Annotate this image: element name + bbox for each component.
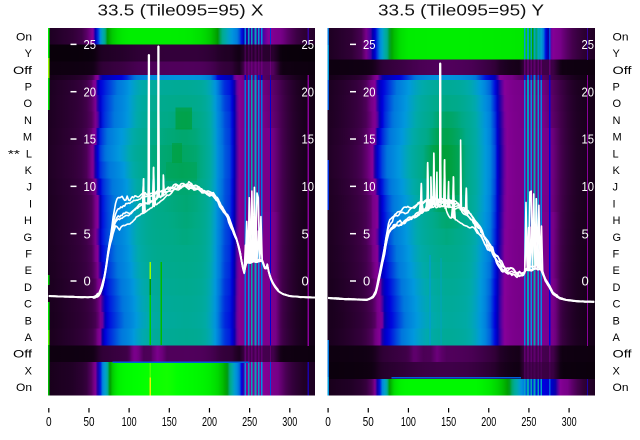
svg-text:50: 50 bbox=[363, 414, 374, 429]
svg-text:F: F bbox=[613, 249, 620, 261]
svg-text:5: 5 bbox=[582, 226, 589, 241]
svg-text:K: K bbox=[25, 165, 33, 177]
svg-text:0: 0 bbox=[325, 414, 331, 429]
svg-text:33.5 (Tile095=95) Y: 33.5 (Tile095=95) Y bbox=[378, 3, 544, 20]
svg-text:Off: Off bbox=[613, 349, 633, 361]
svg-text:25: 25 bbox=[363, 37, 376, 52]
svg-text:300: 300 bbox=[282, 414, 297, 429]
svg-text:5: 5 bbox=[363, 226, 370, 241]
svg-text:10: 10 bbox=[582, 179, 595, 194]
svg-text:J: J bbox=[27, 182, 33, 194]
svg-text:I: I bbox=[613, 198, 616, 210]
svg-text:P: P bbox=[613, 82, 620, 94]
svg-text:G: G bbox=[613, 232, 622, 244]
svg-text:250: 250 bbox=[521, 414, 536, 429]
svg-text:200: 200 bbox=[481, 414, 496, 429]
svg-text:O: O bbox=[613, 98, 622, 110]
svg-text:I: I bbox=[29, 198, 32, 210]
svg-text:B: B bbox=[613, 315, 620, 327]
svg-text:33.5 (Tile095=95) X: 33.5 (Tile095=95) X bbox=[98, 3, 265, 20]
svg-text:C: C bbox=[24, 299, 32, 311]
svg-text:A: A bbox=[613, 332, 621, 344]
svg-text:D: D bbox=[613, 282, 621, 294]
svg-text:100: 100 bbox=[122, 414, 137, 429]
svg-text:100: 100 bbox=[401, 414, 416, 429]
svg-text:0: 0 bbox=[84, 274, 91, 289]
svg-text:15: 15 bbox=[84, 132, 97, 147]
svg-text:15: 15 bbox=[363, 132, 376, 147]
svg-text:O: O bbox=[23, 98, 32, 110]
svg-text:Y: Y bbox=[613, 48, 621, 60]
svg-text:P: P bbox=[25, 82, 32, 94]
svg-text:0: 0 bbox=[582, 274, 589, 289]
svg-text:0: 0 bbox=[46, 414, 52, 429]
svg-text:20: 20 bbox=[84, 84, 97, 99]
svg-text:25: 25 bbox=[84, 37, 97, 52]
svg-text:F: F bbox=[25, 249, 32, 261]
svg-text:D: D bbox=[24, 282, 32, 294]
svg-text:250: 250 bbox=[242, 414, 257, 429]
svg-text:Off: Off bbox=[13, 65, 33, 77]
svg-text:5: 5 bbox=[302, 226, 309, 241]
svg-text:E: E bbox=[613, 265, 620, 277]
svg-text:L: L bbox=[613, 148, 619, 160]
svg-text:K: K bbox=[613, 165, 621, 177]
svg-text:25: 25 bbox=[302, 37, 315, 52]
svg-text:X: X bbox=[613, 365, 621, 377]
svg-text:N: N bbox=[613, 115, 621, 127]
svg-text:150: 150 bbox=[441, 414, 456, 429]
svg-text:B: B bbox=[25, 315, 32, 327]
svg-text:J: J bbox=[613, 182, 619, 194]
svg-text:Off: Off bbox=[13, 349, 33, 361]
svg-text:G: G bbox=[23, 232, 32, 244]
svg-text:E: E bbox=[25, 265, 32, 277]
svg-text:0: 0 bbox=[363, 274, 370, 289]
svg-text:15: 15 bbox=[582, 132, 595, 147]
svg-text:300: 300 bbox=[562, 414, 577, 429]
svg-text:H: H bbox=[24, 215, 32, 227]
svg-text:25: 25 bbox=[582, 37, 595, 52]
svg-text:X: X bbox=[25, 365, 33, 377]
svg-text:L: L bbox=[26, 148, 32, 160]
svg-text:Off: Off bbox=[613, 65, 633, 77]
svg-text:H: H bbox=[613, 215, 621, 227]
svg-text:50: 50 bbox=[83, 414, 94, 429]
svg-text:10: 10 bbox=[363, 179, 376, 194]
svg-text:Y: Y bbox=[25, 48, 33, 60]
svg-text:20: 20 bbox=[302, 84, 315, 99]
svg-text:N: N bbox=[24, 115, 32, 127]
svg-text:On: On bbox=[16, 382, 32, 394]
svg-text:10: 10 bbox=[84, 179, 97, 194]
svg-text:On: On bbox=[16, 31, 32, 43]
svg-text:5: 5 bbox=[84, 226, 91, 241]
svg-text:On: On bbox=[613, 31, 629, 43]
svg-text:A: A bbox=[25, 332, 33, 344]
svg-text:M: M bbox=[23, 132, 32, 144]
svg-text:150: 150 bbox=[162, 414, 177, 429]
svg-text:15: 15 bbox=[302, 132, 315, 147]
svg-text:**: ** bbox=[8, 149, 21, 161]
svg-text:M: M bbox=[613, 132, 622, 144]
svg-text:0: 0 bbox=[302, 274, 309, 289]
svg-text:On: On bbox=[613, 382, 629, 394]
svg-text:20: 20 bbox=[363, 84, 376, 99]
svg-text:200: 200 bbox=[202, 414, 217, 429]
svg-text:10: 10 bbox=[302, 179, 315, 194]
svg-text:C: C bbox=[613, 299, 621, 311]
svg-text:20: 20 bbox=[582, 84, 595, 99]
